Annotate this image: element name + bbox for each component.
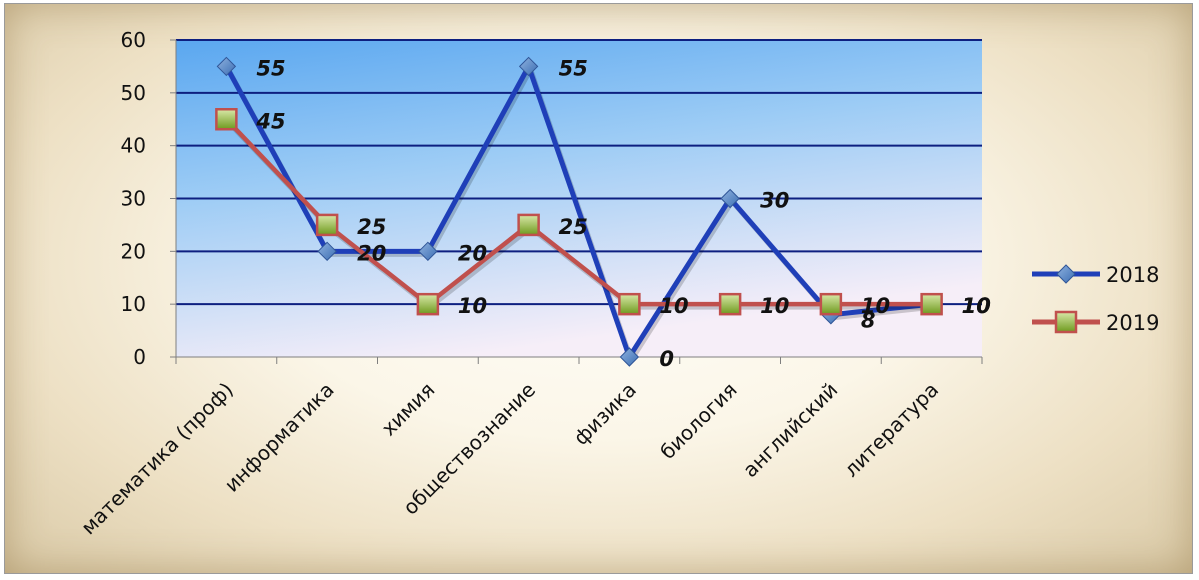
x-tick-label: английский (738, 378, 842, 482)
x-tick-label: литература (839, 378, 943, 482)
gridlines (176, 39, 982, 306)
y-tick-label: 30 (121, 187, 146, 211)
data-point-2018 (720, 188, 740, 209)
series-2018-line (224, 63, 932, 360)
data-label-2018: 20 (458, 241, 487, 265)
x-tick-label: информатика (220, 378, 339, 497)
data-point-2019 (920, 292, 943, 316)
data-label-2018: 30 (760, 189, 789, 213)
data-label-2019: 10 (458, 294, 487, 318)
y-axis-ticks: 0 10 20 30 40 50 60 (121, 28, 176, 369)
data-label-2018: 10 (962, 294, 991, 318)
data-point-2018 (216, 56, 237, 77)
y-tick-label: 10 (121, 292, 146, 316)
data-point-2019 (718, 292, 742, 316)
data-label-2019: 10 (962, 294, 991, 318)
y-tick-label: 60 (121, 28, 146, 52)
data-point-2019 (315, 213, 339, 237)
data-label-2019: 25 (559, 215, 588, 239)
data-label-2019: 10 (659, 294, 688, 318)
data-label-2018: 55 (559, 56, 588, 80)
y-tick-label: 20 (121, 239, 146, 263)
data-label-2019: 45 (255, 109, 285, 133)
y-tick-label: 50 (121, 81, 146, 105)
series-2019-line (224, 117, 932, 307)
y-tick-label: 0 (133, 345, 146, 369)
legend-label-2018: 2018 (1106, 263, 1159, 287)
legend-marker-2018 (1056, 264, 1076, 284)
data-label-2019: 10 (760, 294, 789, 318)
data-label-2019: 25 (357, 215, 386, 239)
data-label-2018: 0 (659, 347, 674, 371)
data-label-2018: 55 (256, 56, 285, 80)
data-label-2019: 10 (861, 294, 890, 318)
data-label-2018: 8 (861, 309, 876, 333)
data-point-2019 (517, 213, 540, 237)
data-point-2019 (819, 292, 843, 316)
data-point-2019 (618, 292, 641, 316)
data-point-2019 (215, 108, 238, 131)
series-layer (215, 56, 943, 367)
x-tick-label: математика (проф) (76, 378, 238, 540)
legend-marker-2019 (1054, 310, 1078, 334)
data-label-2018: 20 (357, 241, 386, 265)
data-point-2019 (416, 292, 440, 316)
data-point-2018 (317, 241, 337, 262)
data-point-2018 (518, 56, 539, 77)
legend: 2018 2019 (1032, 263, 1159, 335)
x-tick-label: химия (377, 378, 440, 441)
data-point-2018 (418, 241, 438, 262)
legend-label-2019: 2019 (1106, 311, 1159, 335)
x-tick-label: физика (569, 378, 641, 450)
data-point-2018 (619, 347, 640, 367)
y-tick-label: 40 (121, 134, 146, 158)
x-tick-label: биология (655, 378, 741, 464)
x-axis-ticks: математика (проф)информатика химияобществ… (76, 357, 983, 540)
